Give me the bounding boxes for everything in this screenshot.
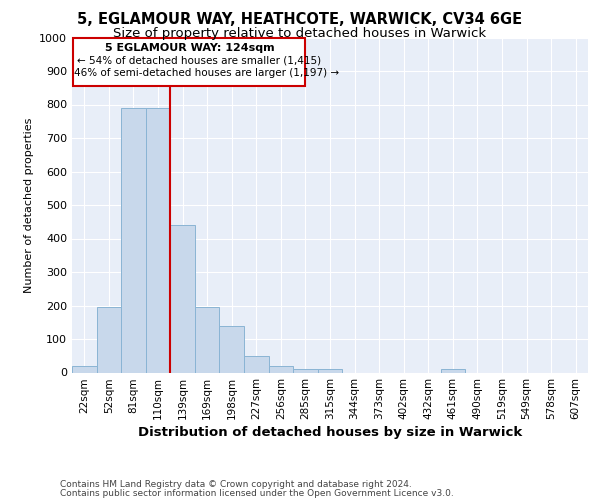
- Y-axis label: Number of detached properties: Number of detached properties: [23, 118, 34, 292]
- Text: Size of property relative to detached houses in Warwick: Size of property relative to detached ho…: [113, 28, 487, 40]
- Bar: [146, 108, 170, 372]
- Bar: [220, 326, 244, 372]
- Bar: [72, 366, 97, 372]
- Bar: [170, 225, 195, 372]
- Text: 5, EGLAMOUR WAY, HEATHCOTE, WARWICK, CV34 6GE: 5, EGLAMOUR WAY, HEATHCOTE, WARWICK, CV3…: [77, 12, 523, 28]
- FancyBboxPatch shape: [73, 38, 305, 86]
- Text: 46% of semi-detached houses are larger (1,197) →: 46% of semi-detached houses are larger (…: [74, 68, 340, 78]
- Text: Contains HM Land Registry data © Crown copyright and database right 2024.: Contains HM Land Registry data © Crown c…: [60, 480, 412, 489]
- Text: Contains public sector information licensed under the Open Government Licence v3: Contains public sector information licen…: [60, 489, 454, 498]
- Text: ← 54% of detached houses are smaller (1,415): ← 54% of detached houses are smaller (1,…: [77, 56, 321, 66]
- Bar: [440, 369, 465, 372]
- Bar: [195, 307, 220, 372]
- Text: 5 EGLAMOUR WAY: 124sqm: 5 EGLAMOUR WAY: 124sqm: [104, 43, 274, 53]
- X-axis label: Distribution of detached houses by size in Warwick: Distribution of detached houses by size …: [138, 426, 522, 440]
- Bar: [293, 369, 318, 372]
- Bar: [318, 369, 342, 372]
- Bar: [121, 108, 146, 372]
- Bar: [97, 307, 121, 372]
- Bar: [269, 366, 293, 372]
- Bar: [244, 356, 269, 372]
